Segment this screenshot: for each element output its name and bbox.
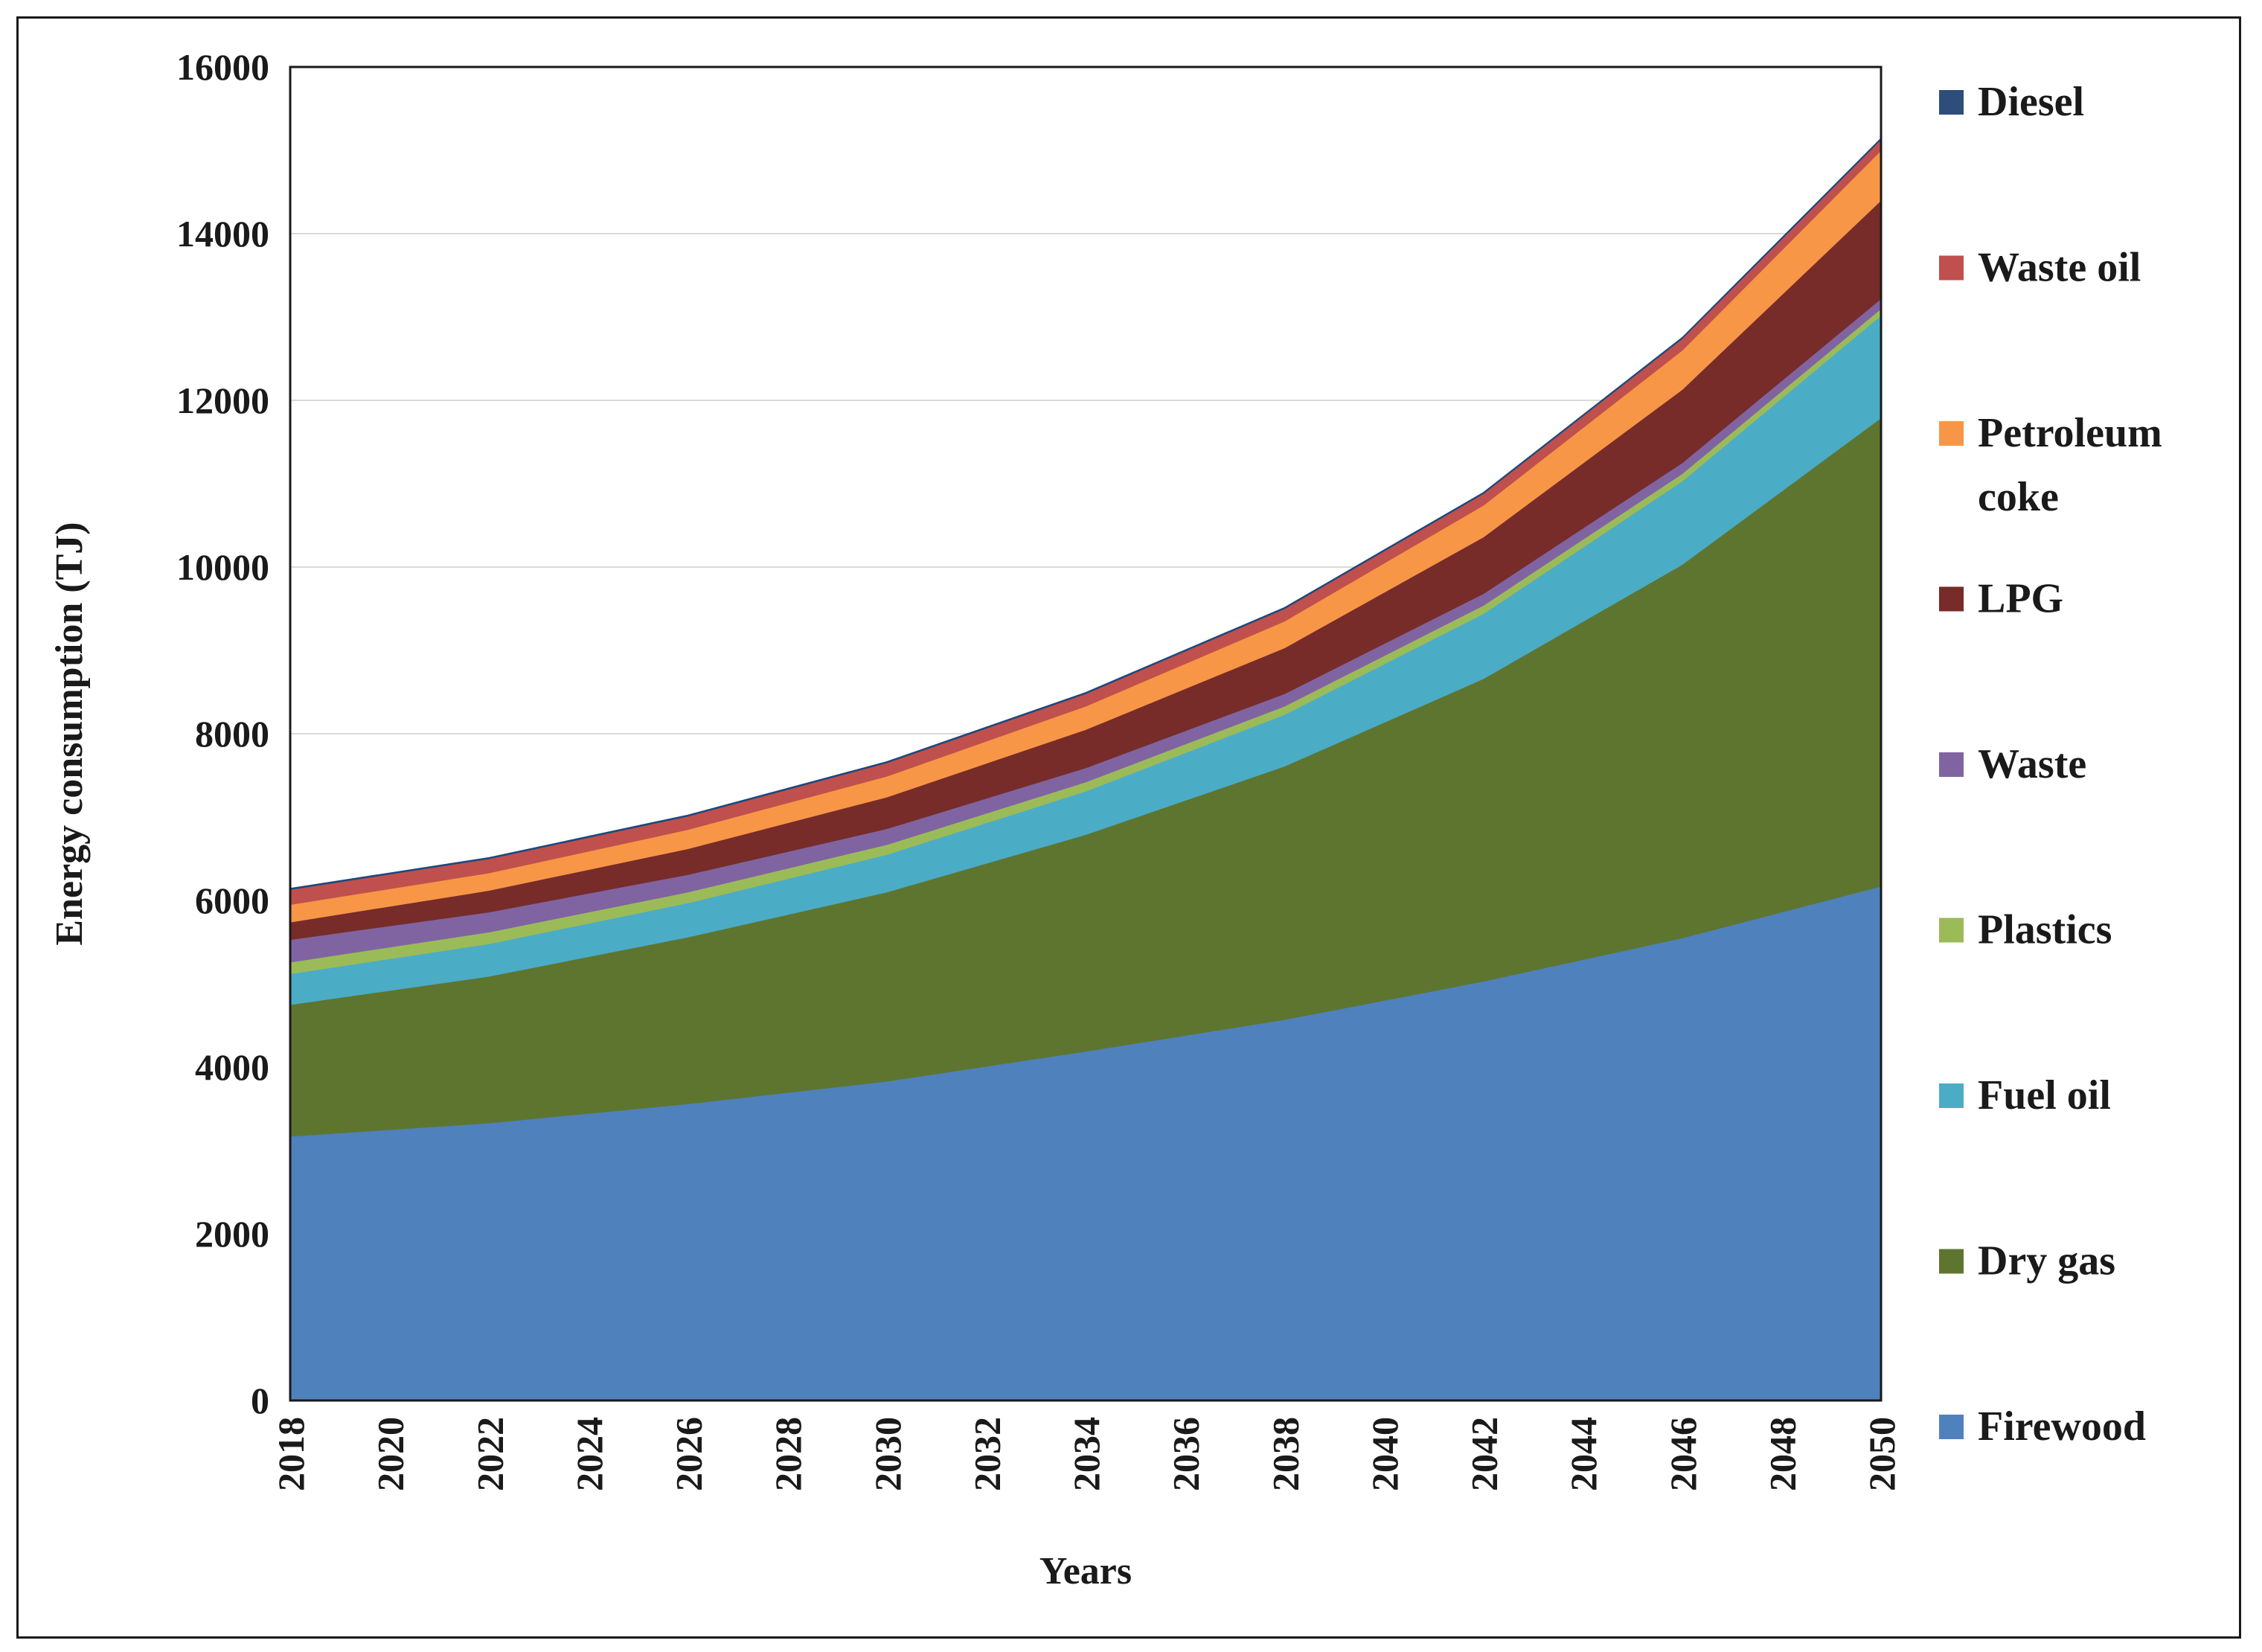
x-axis-ticks: 2018 2020 2022 2024 2026 2028 2030 2032 2034 2036…: [270, 1417, 1903, 1491]
legend-swatch: [1939, 1083, 1964, 1108]
x-tick-label: 2048: [1761, 1417, 1803, 1491]
legend-label: Dry gas: [1978, 1238, 2115, 1284]
x-tick-label: 2042: [1464, 1417, 1505, 1491]
legend-label: Petroleum: [1978, 410, 2162, 456]
legend-swatch: [1939, 90, 1964, 115]
y-tick-label: 2000: [195, 1213, 269, 1255]
x-tick-label: 2020: [370, 1417, 411, 1491]
legend-swatch: [1939, 1249, 1964, 1274]
x-tick-label: 2036: [1165, 1417, 1207, 1491]
y-axis-title: Energy consumption (TJ): [48, 522, 91, 945]
legend-item-plastics: Plastics: [1939, 907, 2112, 953]
legend-item-waste-oil: Waste oil: [1939, 245, 2141, 291]
x-tick-label: 2038: [1264, 1417, 1306, 1491]
x-tick-label: 2050: [1861, 1417, 1903, 1491]
x-tick-label: 2046: [1662, 1417, 1704, 1491]
legend-swatch: [1939, 421, 1964, 446]
legend: Diesel Waste oil Petroleum coke LPG Waste Plas…: [1939, 79, 2162, 1450]
x-tick-label: 2018: [270, 1417, 312, 1491]
legend-swatch: [1939, 918, 1964, 943]
legend-label: Plastics: [1978, 907, 2112, 953]
y-tick-label: 10000: [176, 546, 269, 588]
x-tick-label: 2040: [1364, 1417, 1406, 1491]
legend-label: LPG: [1978, 576, 2063, 622]
legend-label: Diesel: [1978, 79, 2084, 125]
legend-swatch: [1939, 255, 1964, 281]
y-axis-ticks: 0 2000 4000 6000 8000 10000 12000 14000 16000: [176, 46, 269, 1421]
y-tick-label: 4000: [195, 1046, 269, 1088]
legend-item-lpg: LPG: [1939, 576, 2063, 622]
legend-item-petroleum-coke: Petroleum coke: [1939, 410, 2162, 520]
y-tick-label: 14000: [176, 213, 269, 254]
legend-swatch: [1939, 1415, 1964, 1439]
y-tick-label: 6000: [195, 880, 269, 921]
legend-swatch: [1939, 752, 1964, 777]
x-tick-label: 2024: [568, 1417, 610, 1491]
x-tick-label: 2044: [1563, 1417, 1604, 1491]
legend-label: Waste oil: [1978, 245, 2141, 291]
legend-label: Fuel oil: [1978, 1072, 2111, 1118]
legend-item-dry-gas: Dry gas: [1939, 1238, 2115, 1284]
legend-item-waste: Waste: [1939, 741, 2086, 787]
legend-item-diesel: Diesel: [1939, 79, 2084, 125]
x-tick-label: 2032: [966, 1417, 1007, 1491]
y-tick-label: 16000: [176, 46, 269, 88]
legend-label: Waste: [1978, 741, 2086, 787]
y-tick-label: 8000: [195, 713, 269, 755]
legend-swatch: [1939, 586, 1964, 612]
legend-label: Firewood: [1978, 1403, 2146, 1450]
legend-label: coke: [1978, 474, 2059, 520]
x-tick-label: 2026: [668, 1417, 710, 1491]
legend-item-firewood: Firewood: [1939, 1403, 2146, 1450]
plot-area-border: [289, 65, 1883, 1402]
x-tick-label: 2034: [1066, 1417, 1107, 1491]
x-tick-label: 2028: [767, 1417, 809, 1491]
x-axis-title: Years: [1039, 1550, 1132, 1592]
legend-item-fuel-oil: Fuel oil: [1939, 1072, 2111, 1118]
x-tick-label: 2030: [867, 1417, 909, 1491]
area-series-group: [289, 137, 1882, 1401]
x-tick-label: 2022: [469, 1417, 510, 1491]
y-tick-label: 12000: [176, 380, 269, 421]
y-tick-label: 0: [251, 1380, 269, 1421]
